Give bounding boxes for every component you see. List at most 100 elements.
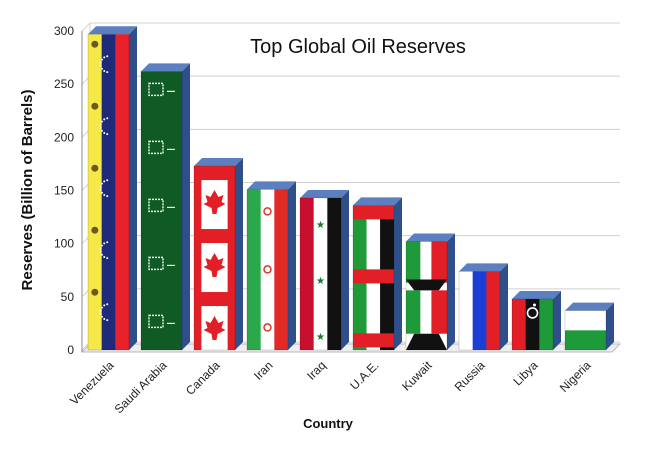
bar-top xyxy=(459,263,508,272)
canada-band xyxy=(194,292,235,307)
bar-front-flag xyxy=(512,298,553,350)
venezuela-emblem xyxy=(91,226,99,234)
iraq-stripe xyxy=(327,197,341,350)
kuwait-green xyxy=(406,241,421,283)
bars-layer: ★ ★ ★ xyxy=(87,26,614,351)
venezuela-stripe xyxy=(101,34,116,350)
kuwait-red xyxy=(431,241,447,283)
venezuela-emblem xyxy=(91,288,99,296)
venezuela-star xyxy=(100,306,103,309)
iraq-stripe xyxy=(313,197,328,350)
bar-front-flag xyxy=(141,71,182,350)
bar-side xyxy=(500,263,508,350)
maple-leaf-icon xyxy=(203,316,226,341)
crescent-icon xyxy=(526,307,539,319)
saudi-script xyxy=(148,314,164,329)
venezuela-stripe xyxy=(88,34,103,350)
y-axis-title: Reserves (Billion of Barrels) xyxy=(19,90,36,291)
venezuela-star xyxy=(99,312,102,315)
venezuela-emblem xyxy=(91,164,99,172)
russia-stripe xyxy=(459,271,474,350)
venezuela-star xyxy=(100,244,103,247)
kuwait-black xyxy=(406,333,447,350)
venezuela-star xyxy=(106,179,109,182)
venezuela-star xyxy=(99,185,102,188)
x-tick-label: Iraq xyxy=(304,358,329,383)
uae-red xyxy=(353,333,394,348)
iraq-stripe xyxy=(300,197,315,350)
bar-russia xyxy=(458,263,508,351)
kuwait-red xyxy=(431,290,447,334)
venezuela-star xyxy=(103,56,106,59)
venezuela-star xyxy=(99,64,102,67)
bar-outline xyxy=(87,33,130,351)
venezuela-star xyxy=(99,123,102,126)
y-tick-label: 0 xyxy=(67,343,74,357)
bar-side xyxy=(129,26,137,350)
bar-top xyxy=(141,63,190,72)
bar-iraq: ★ ★ ★ xyxy=(299,189,349,351)
bar-front-flag xyxy=(406,241,447,350)
venezuela-star xyxy=(103,180,106,183)
iraq-star: ★ xyxy=(316,276,325,287)
bar-front-flag: ★ ★ ★ xyxy=(300,197,341,350)
russia-stripe xyxy=(486,271,500,350)
venezuela-star xyxy=(100,253,103,256)
x-tick-label: Saudi Arabia xyxy=(112,358,170,416)
gridline-diag xyxy=(81,22,91,32)
bar-outline xyxy=(564,310,607,351)
bar-outline xyxy=(352,205,395,351)
libya-stripe xyxy=(525,298,540,350)
iran-stripe xyxy=(260,189,275,350)
venezuela-star xyxy=(103,255,106,258)
bar-outline xyxy=(458,271,501,351)
x-tick-label: Venezuela xyxy=(67,358,117,408)
venezuela-star xyxy=(100,129,103,132)
nigeria-green xyxy=(565,330,606,350)
bar-side xyxy=(394,197,402,350)
bar-saudi-arabia xyxy=(140,63,190,351)
bar-top xyxy=(512,290,561,299)
saudi-script xyxy=(148,82,164,97)
x-tick-label: Canada xyxy=(183,358,223,398)
uae-red xyxy=(353,205,394,220)
y-tick-label: 300 xyxy=(54,24,74,38)
iraq-star: ★ xyxy=(316,220,325,231)
venezuela-star xyxy=(100,182,103,185)
kuwait-green xyxy=(406,290,421,334)
y-tick-label: 250 xyxy=(54,77,74,91)
iran-emblem xyxy=(263,323,272,332)
venezuela-star xyxy=(103,304,106,307)
bar-top xyxy=(300,189,349,198)
bar-top xyxy=(353,197,402,206)
venezuela-star xyxy=(100,315,103,318)
bar-nigeria xyxy=(564,302,614,351)
maple-leaf-icon xyxy=(203,253,226,278)
kuwait-black xyxy=(406,279,447,291)
bar-canada xyxy=(193,158,243,351)
bar-iran xyxy=(246,181,296,351)
venezuela-star xyxy=(100,191,103,194)
bar-side xyxy=(235,158,243,350)
venezuela-star xyxy=(99,61,102,64)
bar-top xyxy=(247,181,296,190)
venezuela-star xyxy=(99,250,102,253)
bar-side xyxy=(447,233,455,350)
y-tick-label: 200 xyxy=(54,130,74,144)
saudi-script xyxy=(148,198,164,213)
bar-side xyxy=(606,302,614,350)
x-tick-label: Libya xyxy=(510,358,540,388)
bar-outline xyxy=(140,71,183,351)
venezuela-star xyxy=(106,241,109,244)
bar-front-flag xyxy=(459,271,500,350)
venezuela-star xyxy=(103,69,106,72)
venezuela-star xyxy=(99,188,102,191)
bar-front-flag xyxy=(194,166,235,350)
venezuela-star xyxy=(106,319,109,322)
iran-stripe xyxy=(274,189,288,350)
venezuela-emblem xyxy=(91,40,99,48)
venezuela-stripe xyxy=(115,34,129,350)
libya-stripe xyxy=(539,298,553,350)
bar-top xyxy=(565,302,614,311)
